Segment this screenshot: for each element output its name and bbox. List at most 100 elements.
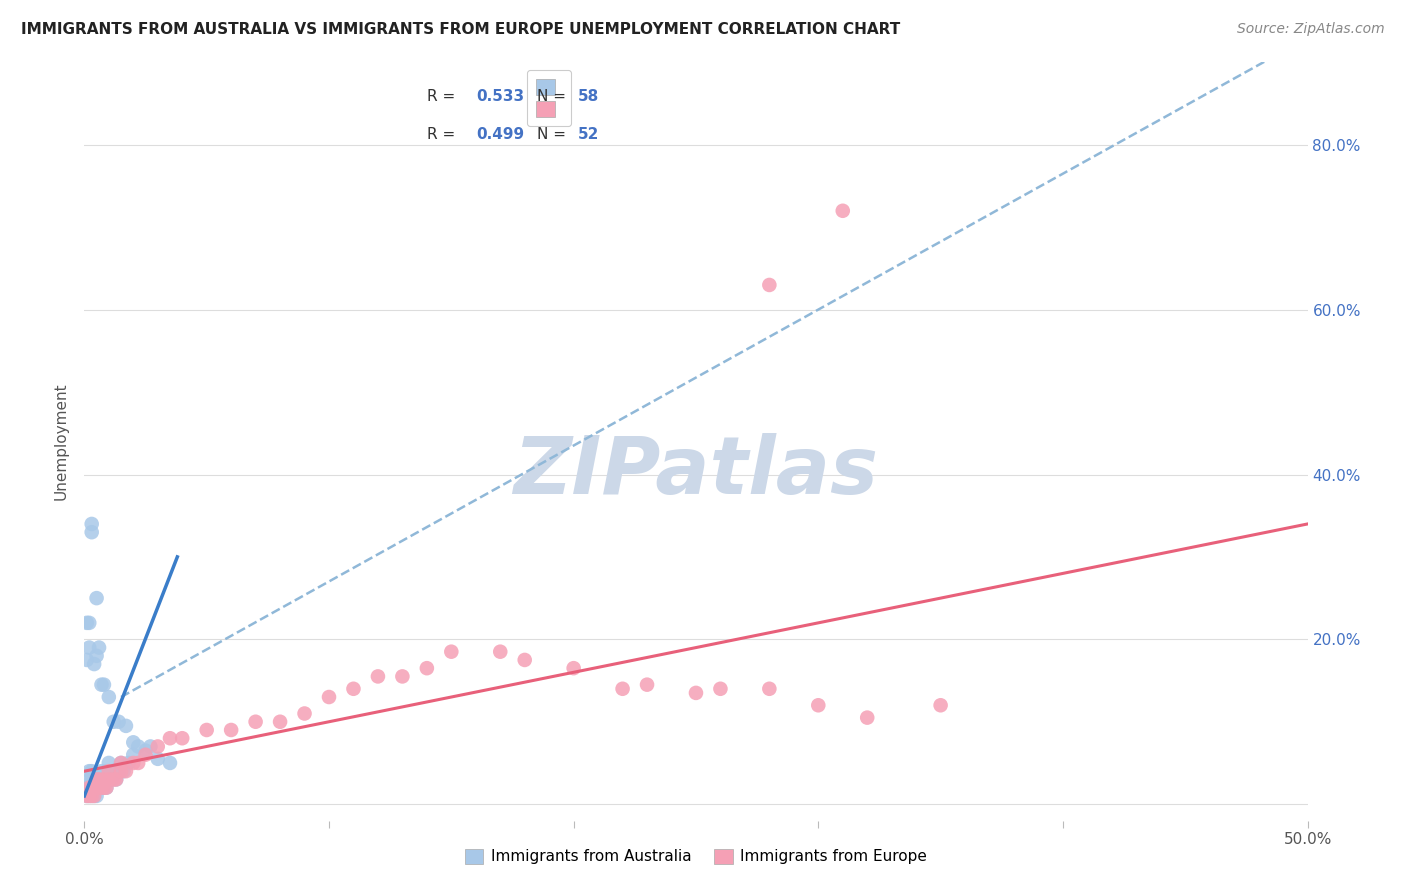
Point [80,764,103,779]
Point [77,615,100,630]
Point [90,780,112,795]
Legend: Immigrants from Australia, Immigrants from Europe: Immigrants from Australia, Immigrants fr… [456,839,936,873]
Point [87,772,110,787]
Point [105,772,128,787]
Point [562,661,585,675]
Point [87,772,110,787]
Point [856,711,879,725]
Point [93,780,115,795]
Text: N =: N = [537,127,571,142]
Text: 58: 58 [578,89,599,104]
Point [489,645,512,659]
Point [758,681,780,696]
Point [97,756,120,770]
Point [117,756,139,770]
Point [107,764,129,779]
Text: N =: N = [537,89,571,104]
Point [112,764,135,779]
Point [709,681,731,696]
Point [342,681,364,696]
Point [103,772,125,787]
Point [135,747,157,762]
Point [318,690,340,704]
Point [77,780,100,795]
Point [127,739,149,754]
Text: 0.533: 0.533 [475,89,524,104]
Point [685,686,707,700]
Point [76,615,98,630]
Point [115,764,138,779]
Point [612,681,634,696]
Point [77,789,100,803]
Point [416,661,439,675]
Point [100,772,122,787]
Point [77,640,100,655]
Point [122,756,145,770]
Point [219,723,242,737]
Point [103,764,125,779]
Point [96,780,118,795]
Text: R =: R = [427,89,460,104]
Text: 52: 52 [578,127,599,142]
Point [146,752,169,766]
Point [87,780,110,795]
Point [110,756,132,770]
Point [269,714,291,729]
Point [440,645,463,659]
Point [294,706,316,721]
Point [831,203,853,218]
Point [77,772,100,787]
Point [110,764,132,779]
Point [115,719,138,733]
Point [86,772,108,787]
Point [80,525,103,540]
Point [159,756,181,770]
Point [391,669,413,683]
Point [122,735,145,749]
Point [77,780,100,795]
Text: IMMIGRANTS FROM AUSTRALIA VS IMMIGRANTS FROM EUROPE UNEMPLOYMENT CORRELATION CHA: IMMIGRANTS FROM AUSTRALIA VS IMMIGRANTS … [21,22,900,37]
Point [80,789,103,803]
Text: ZIPatlas: ZIPatlas [513,433,879,511]
Point [86,772,108,787]
Point [80,789,103,803]
Point [80,516,103,531]
Point [93,678,115,692]
Point [245,714,267,729]
Point [96,764,118,779]
Point [105,772,128,787]
Point [87,640,110,655]
Point [80,772,103,787]
Point [758,277,780,292]
Text: R =: R = [427,127,460,142]
Point [195,723,218,737]
Point [807,698,830,713]
Point [76,653,98,667]
Point [86,780,108,795]
Point [110,756,132,770]
Point [146,739,169,754]
Point [97,772,120,787]
Point [86,591,108,606]
Point [93,772,115,787]
Point [83,780,105,795]
Point [90,772,112,787]
Point [513,653,536,667]
Point [86,789,108,803]
Point [97,764,120,779]
Point [97,772,120,787]
Point [367,669,389,683]
Point [76,789,98,803]
Point [83,772,105,787]
Point [86,780,108,795]
Point [93,772,115,787]
Point [172,731,194,746]
Point [83,657,105,671]
Point [122,747,145,762]
Point [96,780,118,795]
Point [127,756,149,770]
Point [636,678,658,692]
Point [135,743,157,757]
Point [929,698,952,713]
Point [87,780,110,795]
